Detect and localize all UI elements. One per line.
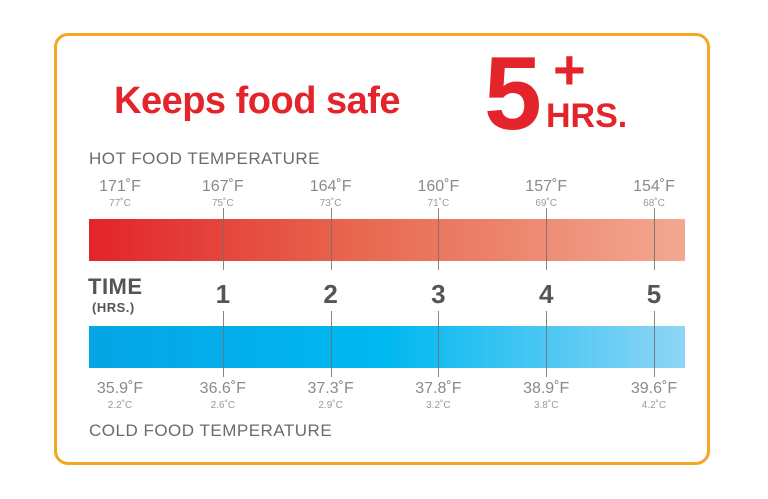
hot-fahrenheit-label: 160˚F bbox=[417, 178, 460, 195]
cold-fahrenheit-label: 36.6˚F bbox=[199, 380, 246, 397]
hot-celsius-label: 77˚C bbox=[109, 198, 131, 209]
hot-hour-gridline bbox=[330, 208, 332, 270]
hot-celsius-label: 75˚C bbox=[211, 198, 234, 209]
hot-hour-gridline bbox=[546, 208, 548, 270]
cold-celsius-label: 2.9˚C bbox=[318, 400, 343, 411]
cold-fahrenheit-label: 37.3˚F bbox=[307, 380, 354, 397]
hour-label: 1 bbox=[215, 279, 231, 309]
cold-hour-gridline bbox=[438, 311, 440, 377]
hot-hour-gridline bbox=[222, 208, 224, 270]
hot-fahrenheit-label: 154˚F bbox=[633, 178, 675, 195]
cold-hour-gridline bbox=[654, 311, 655, 377]
cold-fahrenheit-label: 39.6˚F bbox=[630, 380, 678, 397]
hot-fahrenheit-label: 167˚F bbox=[201, 178, 244, 195]
cold-fahrenheit-label: 35.9˚F bbox=[96, 380, 144, 397]
plus-sign: + bbox=[553, 38, 586, 101]
hot-fahrenheit-label: 171˚F bbox=[99, 178, 141, 195]
time-axis-title: TIME bbox=[88, 274, 143, 299]
hot-fahrenheit-label: 164˚F bbox=[309, 178, 352, 195]
hot-celsius-label: 73˚C bbox=[319, 198, 342, 209]
hour-label: 5 bbox=[646, 279, 662, 309]
headline: Keeps food safe bbox=[114, 80, 401, 122]
cold-celsius-label: 2.6˚C bbox=[210, 400, 236, 411]
hour-label: 4 bbox=[538, 279, 554, 309]
hot-fahrenheit-label: 157˚F bbox=[525, 178, 568, 195]
hours-unit: HRS. bbox=[546, 97, 628, 135]
hour-label: 3 bbox=[431, 279, 446, 309]
hot-temperature-bar bbox=[89, 219, 685, 261]
hours-number: 5 bbox=[484, 36, 542, 152]
cold-celsius-label: 2.2˚C bbox=[107, 400, 133, 411]
cold-hour-gridline bbox=[546, 311, 548, 377]
cold-fahrenheit-label: 38.9˚F bbox=[523, 380, 570, 397]
cold-hour-gridline bbox=[222, 311, 224, 377]
cold-celsius-label: 4.2˚C bbox=[641, 400, 667, 411]
hot-celsius-label: 69˚C bbox=[535, 198, 558, 209]
time-axis-unit: (HRS.) bbox=[92, 300, 135, 315]
hot-hour-gridline bbox=[654, 208, 655, 270]
cold-fahrenheit-label: 37.8˚F bbox=[415, 380, 462, 397]
cold-celsius-label: 3.2˚C bbox=[426, 400, 451, 411]
cold-celsius-label: 3.8˚C bbox=[533, 400, 559, 411]
hot-hour-gridline bbox=[438, 208, 440, 270]
cold-food-title: COLD FOOD TEMPERATURE bbox=[89, 421, 333, 440]
hot-celsius-label: 68˚C bbox=[643, 198, 665, 209]
cold-hour-gridline bbox=[330, 311, 332, 377]
cold-temperature-bar bbox=[89, 326, 685, 368]
hot-celsius-label: 71˚C bbox=[427, 198, 450, 209]
hour-label: 2 bbox=[323, 279, 338, 309]
hot-food-title: HOT FOOD TEMPERATURE bbox=[89, 149, 321, 168]
